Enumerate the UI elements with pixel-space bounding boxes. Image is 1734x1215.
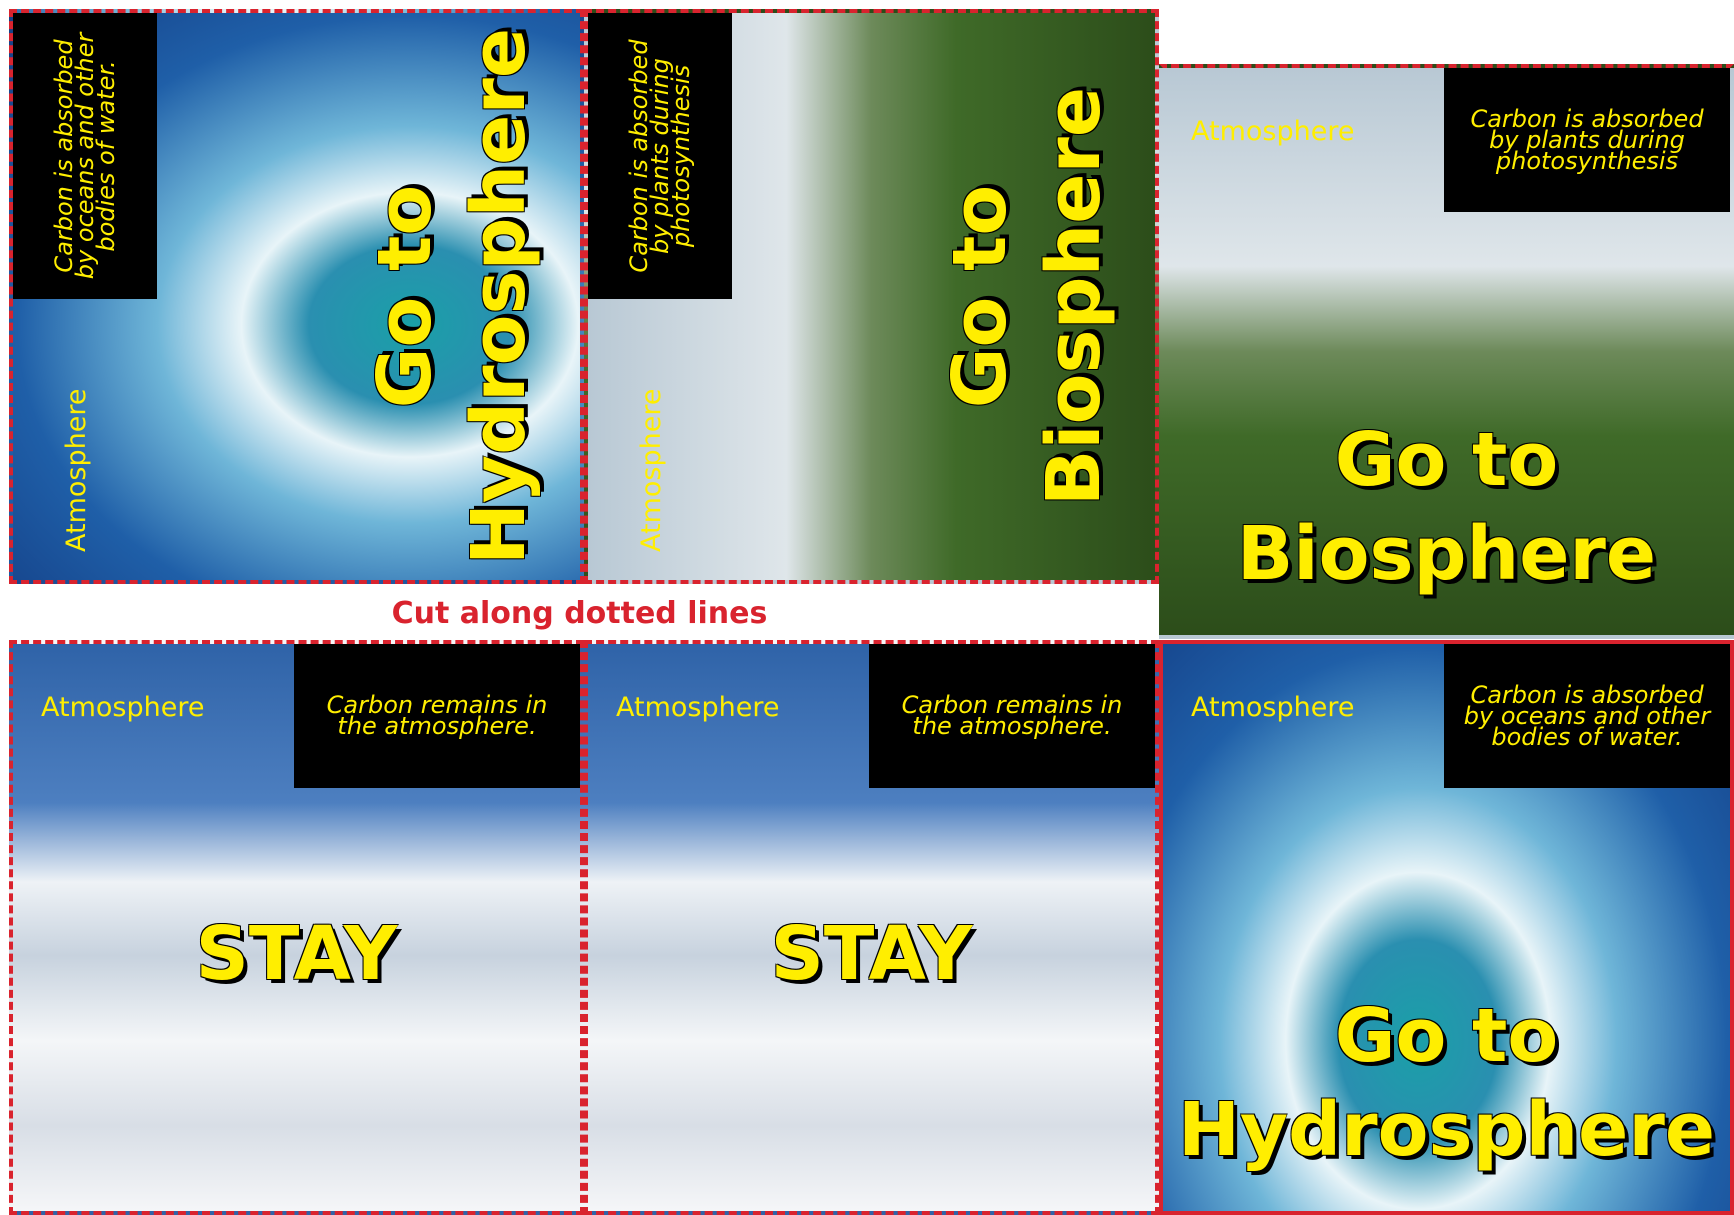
region: Atmosphere [616,692,779,723]
region: Atmosphere [1191,116,1354,147]
region: Atmosphere [1191,692,1354,723]
description: Carbon is absorbed by plants during phot… [588,13,732,299]
description: Carbon is absorbed by plants during phot… [1444,68,1730,212]
action-line: STAY [588,907,1155,1001]
card-face: Atmosphere Carbon is absorbed by oceans … [1163,644,1730,1211]
card: Atmosphere Carbon is absorbed by plants … [1159,64,1734,639]
description-text: Carbon is absorbed by oceans and other b… [54,31,117,281]
card: Atmosphere Carbon remains in the atmosph… [584,640,1159,1215]
page: Atmosphere Carbon is absorbed by oceans … [0,0,1734,1215]
region: Atmosphere [61,389,92,552]
action-line: Go to [1163,413,1730,507]
card: Atmosphere Carbon is absorbed by plants … [584,9,1159,584]
action-line: Go to [358,13,452,580]
action-line: Go to [933,13,1027,580]
action-line: Hydrosphere [452,13,546,580]
card: Atmosphere Carbon is absorbed by oceans … [1159,640,1734,1215]
card-face: Atmosphere Carbon remains in the atmosph… [13,644,580,1211]
card: Atmosphere Carbon remains in the atmosph… [9,640,584,1215]
action-line: Biosphere [1163,507,1730,601]
description: Carbon is absorbed by oceans and other b… [13,13,157,299]
card-face: Atmosphere Carbon remains in the atmosph… [588,644,1155,1211]
action-line: Go to [1163,989,1730,1083]
card-face: Atmosphere Carbon is absorbed by plants … [588,13,1155,580]
description-text: Carbon is absorbed by oceans and other b… [1462,685,1712,748]
action-line: Biosphere [1027,13,1121,580]
action: STAY [588,907,1155,1001]
description-text: Carbon is absorbed by plants during phot… [1462,109,1712,172]
description-text: Carbon remains in the atmosphere. [887,695,1137,737]
description: Carbon is absorbed by oceans and other b… [1444,644,1730,788]
description-text: Carbon is absorbed by plants during phot… [629,31,692,281]
cut-instruction: Cut along dotted lines [0,596,1159,631]
region: Atmosphere [636,389,667,552]
action-line: STAY [13,907,580,1001]
region: Atmosphere [41,692,204,723]
description-text: Carbon remains in the atmosphere. [312,695,562,737]
description: Carbon remains in the atmosphere. [869,644,1155,788]
card: Atmosphere Carbon is absorbed by oceans … [9,9,584,584]
description: Carbon remains in the atmosphere. [294,644,580,788]
card-face: Atmosphere Carbon is absorbed by oceans … [13,13,580,580]
action-line: Hydrosphere [1163,1083,1730,1177]
card-face: Atmosphere Carbon is absorbed by plants … [1163,68,1730,635]
action: STAY [13,907,580,1001]
